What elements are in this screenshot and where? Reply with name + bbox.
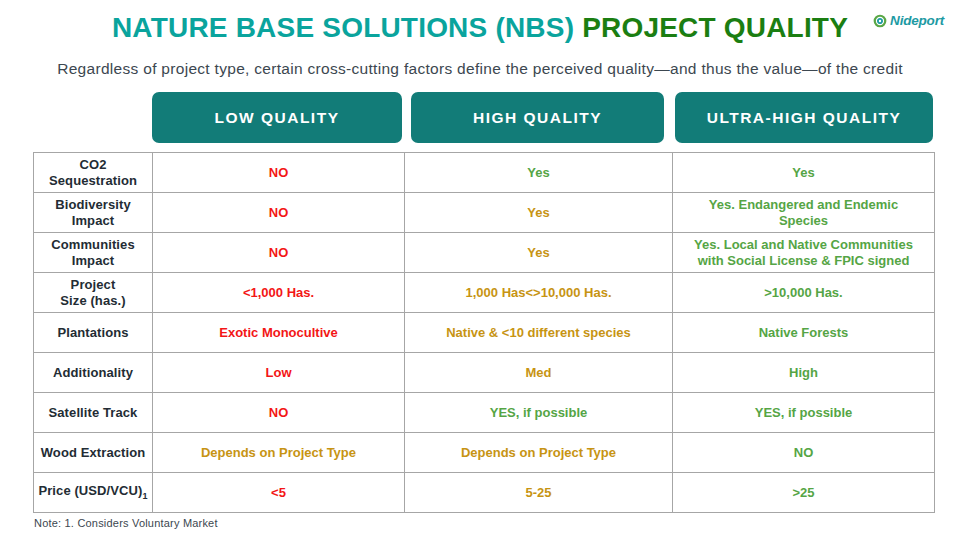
table-cell: <5 [153,473,405,513]
table-row: CO2 SequestrationNOYesYes [34,153,935,193]
table-cell: 5-25 [405,473,673,513]
table-row: Project Size (has.)<1,000 Has.1,000 Has<… [34,273,935,313]
table-cell: Depends on Project Type [405,433,673,473]
table-cell: Depends on Project Type [153,433,405,473]
footnote: Note: 1. Considers Voluntary Market [34,517,218,529]
column-header-low-quality: LOW QUALITY [152,92,402,143]
table-cell: >25 [673,473,935,513]
table-cell: Yes [405,193,673,233]
title-teal-part: NATURE BASE SOLUTIONS (NBS) [112,12,574,43]
table-cell: >10,000 Has. [673,273,935,313]
table-cell: Native & <10 different species [405,313,673,353]
table-cell: Yes [673,153,935,193]
table-cell: Yes. Local and Native Communities with S… [673,233,935,273]
subtitle: Regardless of project type, certain cros… [0,60,960,78]
table-row: Communities ImpactNOYesYes. Local and Na… [34,233,935,273]
table-cell: NO [153,153,405,193]
table-cell: NO [153,393,405,433]
row-label: Biodiversity Impact [34,193,153,233]
table-cell: Yes [405,153,673,193]
table-row: Price (USD/VCU)1<55-25>25 [34,473,935,513]
table-row: Satellite TrackNOYES, if possibleYES, if… [34,393,935,433]
table-cell: Yes. Endangered and Endemic Species [673,193,935,233]
table-cell: YES, if possible [673,393,935,433]
title-green-part: PROJECT QUALITY [582,12,848,43]
table-cell: 1,000 Has<>10,000 Has. [405,273,673,313]
column-header-high-quality: HIGH QUALITY [411,92,664,143]
table-cell: NO [673,433,935,473]
nideport-logo: Nideport [873,13,944,28]
row-label: Additionality [34,353,153,393]
logo-text: Nideport [890,13,944,28]
slide: NATURE BASE SOLUTIONS (NBS) PROJECT QUAL… [0,0,960,540]
table-row: PlantationsExotic MonocultiveNative & <1… [34,313,935,353]
row-label: Communities Impact [34,233,153,273]
table-row: Biodiversity ImpactNOYesYes. Endangered … [34,193,935,233]
nideport-logo-icon [873,14,887,28]
table-cell: Native Forests [673,313,935,353]
footnote-ref: 1 [142,491,147,501]
table-cell: Low [153,353,405,393]
table-cell: High [673,353,935,393]
row-label: Plantations [34,313,153,353]
table-cell: YES, if possible [405,393,673,433]
row-label: Price (USD/VCU)1 [34,473,153,513]
table-cell: Med [405,353,673,393]
quality-table: CO2 SequestrationNOYesYesBiodiversity Im… [33,152,935,513]
column-header-ultra-high-quality: ULTRA-HIGH QUALITY [675,92,933,143]
table-cell: <1,000 Has. [153,273,405,313]
page-title: NATURE BASE SOLUTIONS (NBS) PROJECT QUAL… [0,12,960,44]
table-row: AdditionalityLowMedHigh [34,353,935,393]
table-cell: NO [153,193,405,233]
quality-table-body: CO2 SequestrationNOYesYesBiodiversity Im… [34,153,935,513]
row-label: Satellite Track [34,393,153,433]
row-label: CO2 Sequestration [34,153,153,193]
table-row: Wood ExtractionDepends on Project TypeDe… [34,433,935,473]
row-label: Project Size (has.) [34,273,153,313]
table-cell: Exotic Monocultive [153,313,405,353]
table-cell: NO [153,233,405,273]
row-label: Wood Extraction [34,433,153,473]
table-cell: Yes [405,233,673,273]
